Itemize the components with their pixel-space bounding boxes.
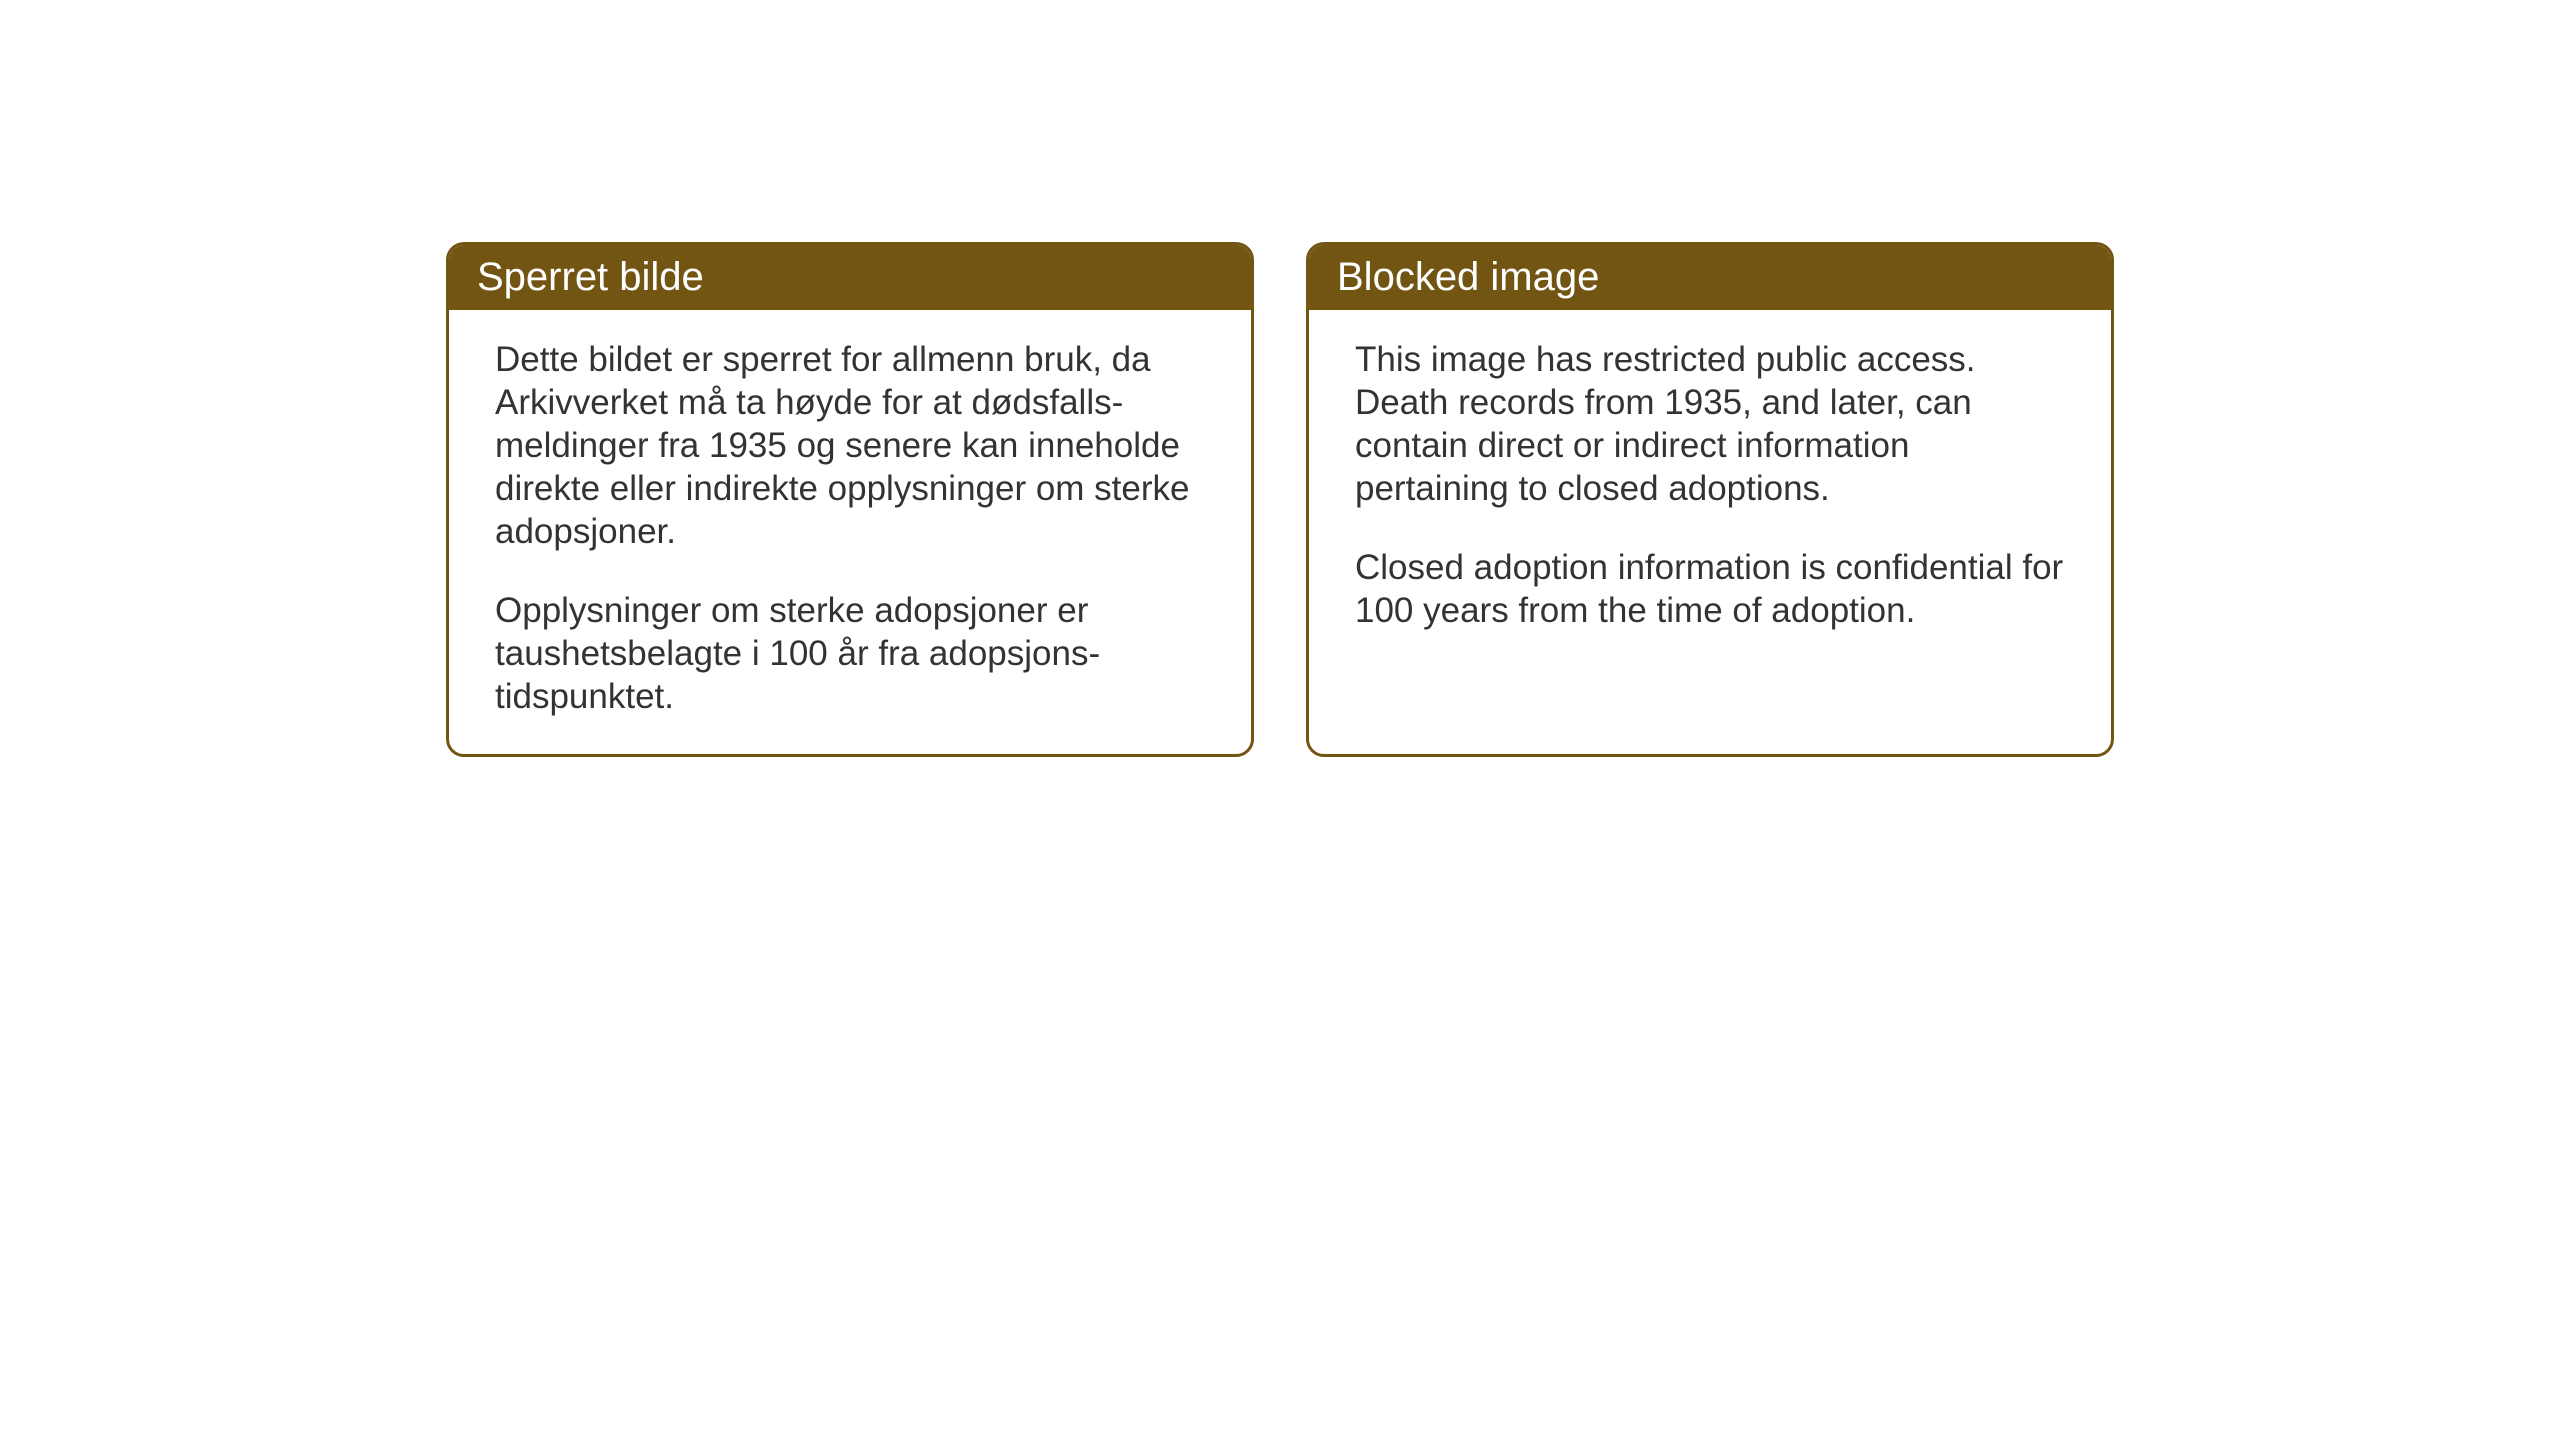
norwegian-paragraph-2: Opplysninger om sterke adopsjoner er tau… bbox=[495, 589, 1205, 718]
english-paragraph-2: Closed adoption information is confident… bbox=[1355, 546, 2065, 632]
english-card-title: Blocked image bbox=[1309, 245, 2111, 310]
english-paragraph-1: This image has restricted public access.… bbox=[1355, 338, 2065, 510]
norwegian-paragraph-1: Dette bildet er sperret for allmenn bruk… bbox=[495, 338, 1205, 553]
norwegian-card-title: Sperret bilde bbox=[449, 245, 1251, 310]
english-card: Blocked image This image has restricted … bbox=[1306, 242, 2114, 757]
norwegian-card-body: Dette bildet er sperret for allmenn bruk… bbox=[449, 310, 1251, 754]
english-card-body: This image has restricted public access.… bbox=[1309, 310, 2111, 668]
norwegian-card: Sperret bilde Dette bildet er sperret fo… bbox=[446, 242, 1254, 757]
message-container: Sperret bilde Dette bildet er sperret fo… bbox=[0, 0, 2560, 757]
